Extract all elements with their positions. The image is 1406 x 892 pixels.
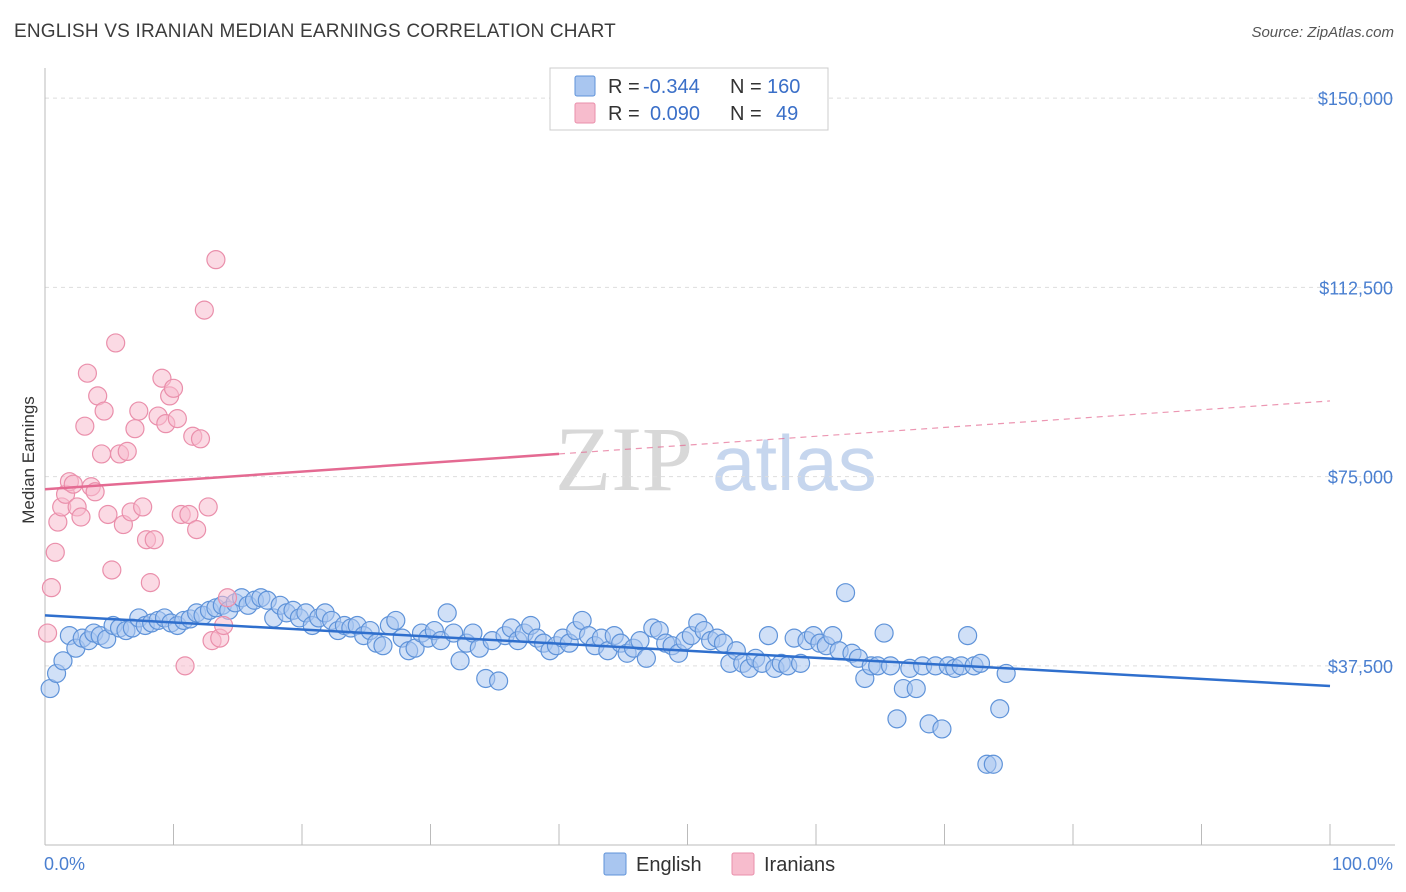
point-english-124 [835, 583, 856, 603]
point-iranians-42 [194, 300, 214, 320]
point-iranians-9 [71, 507, 91, 527]
point-iranians-28 [140, 573, 160, 593]
point-iranians-34 [163, 378, 184, 398]
point-english-131 [880, 656, 901, 676]
y-axis-label: Median Earnings [19, 396, 38, 524]
y-tick-label-2: $112,500 [1319, 278, 1393, 298]
point-iranians-16 [94, 401, 114, 421]
chart-title: ENGLISH VS IRANIAN MEDIAN EARNINGS CORRE… [14, 21, 616, 42]
point-iranians-17 [98, 504, 118, 525]
point-iranians-19 [106, 333, 126, 353]
watermark: ZIP atlas [555, 408, 877, 510]
point-iranians-26 [133, 497, 153, 517]
point-iranians-1 [41, 578, 62, 598]
point-iranians-24 [125, 419, 145, 439]
legend-n-value-english: 160 [767, 76, 800, 98]
point-iranians-2 [45, 542, 65, 562]
x-tick-label-1: 100.0% [1332, 854, 1393, 874]
x-tick-label-0: 0.0% [44, 854, 85, 874]
point-english-132 [887, 709, 907, 729]
point-iranians-11 [77, 363, 98, 383]
point-iranians-38 [179, 504, 199, 525]
point-english-147 [983, 754, 1003, 774]
legend-r-label-iranians: R = [608, 103, 640, 125]
point-iranians-43 [198, 497, 218, 517]
legend-r-label-english: R = [608, 76, 640, 98]
point-iranians-45 [206, 250, 226, 270]
legend-swatch-english [574, 75, 596, 97]
series-legend: English Iranians [603, 852, 835, 876]
point-english-92 [630, 631, 650, 651]
legend-n-value-iranians: 49 [776, 103, 798, 125]
point-iranians-37 [175, 656, 195, 676]
point-english-145 [970, 653, 991, 673]
legend-r-value-iranians: 0.090 [650, 103, 700, 125]
axes [44, 68, 1395, 846]
point-english-135 [906, 678, 926, 699]
trend-lines [44, 400, 1331, 688]
point-english-54 [386, 610, 406, 631]
point-english-62 [437, 603, 457, 623]
data-points [37, 250, 1016, 774]
point-iranians-10 [75, 416, 95, 436]
tick-labels: $37,500 $75,000 $112,500 $150,000 0.0% 100.0% [44, 89, 1393, 874]
point-english-130 [874, 623, 894, 643]
point-english-139 [932, 719, 952, 739]
bottom-legend-label-english: English [636, 854, 702, 876]
bottom-legend-swatch-english [603, 852, 627, 876]
watermark-atlas: atlas [712, 419, 877, 507]
point-iranians-41 [190, 429, 211, 449]
point-iranians-48 [217, 588, 238, 608]
trend-line-english [44, 614, 1331, 688]
point-iranians-22 [117, 441, 137, 462]
point-english-143 [958, 625, 978, 646]
point-english-2 [53, 651, 73, 671]
point-iranians-25 [129, 401, 149, 421]
chart-source: Source: ZipAtlas.com [1251, 24, 1394, 41]
point-iranians-29 [144, 530, 164, 550]
point-iranians-35 [167, 409, 187, 429]
point-iranians-7 [63, 474, 83, 494]
y-tick-label-3: $150,000 [1318, 89, 1393, 109]
point-iranians-40 [187, 520, 207, 540]
point-english-112 [758, 625, 779, 646]
legend-n-label-english: N = [730, 76, 762, 98]
y-tick-label-0: $37,500 [1328, 657, 1393, 677]
y-tick-label-1: $75,000 [1328, 468, 1393, 488]
legend-swatch-iranians [574, 102, 596, 124]
point-iranians-18 [102, 560, 122, 580]
point-english-64 [450, 651, 470, 671]
point-english-70 [489, 671, 509, 691]
trend-line-iranians-extension [558, 400, 1331, 455]
point-english-52 [373, 636, 393, 656]
grid-lines [45, 97, 1395, 667]
legend-n-label-iranians: N = [730, 103, 762, 125]
point-english-93 [636, 648, 656, 668]
correlation-legend: R = -0.344 N = 160 R = 0.090 N = 49 [549, 67, 829, 131]
watermark-zip: ZIP [555, 408, 693, 510]
bottom-legend-label-iranians: Iranians [764, 854, 835, 876]
bottom-legend-swatch-iranians [731, 852, 755, 876]
legend-r-value-english: -0.344 [643, 76, 700, 98]
point-english-148 [990, 699, 1010, 719]
trend-line-iranians [44, 452, 560, 491]
point-english-117 [790, 653, 811, 673]
point-iranians-15 [91, 444, 112, 464]
point-iranians-0 [37, 623, 58, 643]
